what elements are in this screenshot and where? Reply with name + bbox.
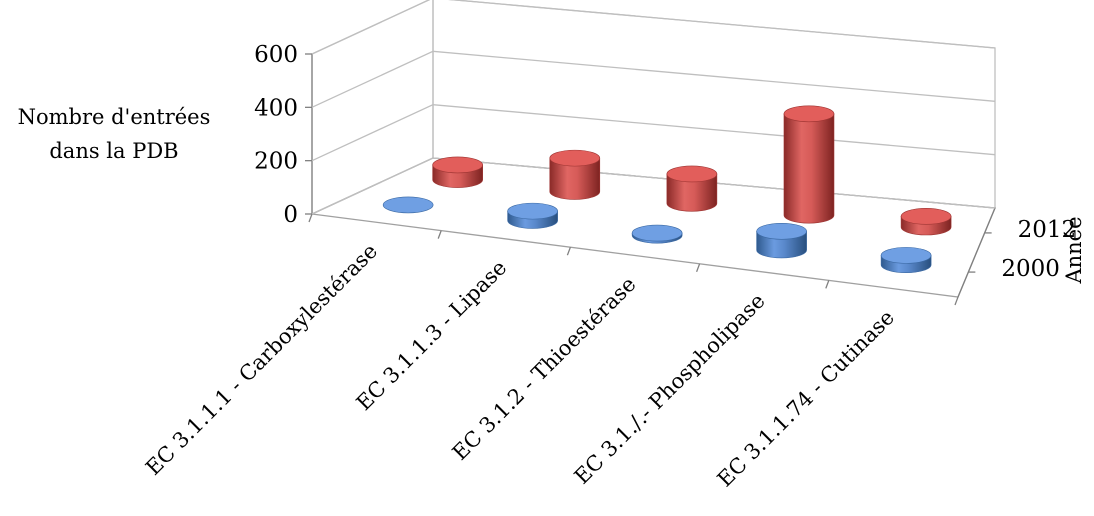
bar-2000-5 [880, 247, 932, 273]
y-tick-label-600: 600 [254, 42, 298, 68]
bar-top [666, 165, 718, 183]
bar-2012-3 [666, 165, 718, 212]
bar-top [507, 202, 558, 220]
bar-2012-1 [432, 156, 483, 188]
bar-top [783, 105, 835, 123]
y-axis-label-line-1: Nombre d'entrées [18, 105, 211, 129]
category-label-1: EC 3.1.1.1 - Carboxylestérase [141, 239, 382, 480]
x-tick-mark [954, 296, 959, 306]
bar-top [880, 247, 932, 264]
bar-2012-2 [549, 149, 601, 200]
gridline-200 [311, 104, 996, 162]
y-tick-label-0: 0 [283, 202, 298, 228]
bar-2000-4 [756, 222, 807, 259]
bar-2000-3 [631, 224, 683, 244]
series-depth-label-2000: 2000 [1001, 256, 1060, 282]
x-tick-mark [437, 230, 442, 239]
x-tick-mark [695, 263, 701, 273]
bar-top [900, 208, 952, 225]
bar-2012-4 [783, 105, 835, 224]
category-label-2: EC 3.1.1.3 - Lipase [352, 255, 512, 415]
x-tick-mark [566, 246, 572, 256]
bar-2012-5 [900, 208, 952, 236]
bar-2000-2 [507, 202, 558, 229]
bar-2000-1 [382, 196, 434, 214]
bar-body [783, 113, 835, 224]
bars [382, 105, 952, 273]
bar-top [549, 149, 601, 167]
bar-body [549, 157, 601, 200]
bar-top [382, 196, 434, 214]
series-depth-label-2012: 2012 [1018, 217, 1077, 243]
x-tick-mark [825, 280, 830, 289]
bar-top [756, 222, 807, 240]
y-tick-labels: 0 200 400 600 [254, 42, 298, 228]
y-tick-label-200: 200 [254, 149, 298, 175]
side-wall [311, 0, 434, 216]
bar-body [666, 173, 718, 212]
y-axis-label-line-2: dans la PDB [49, 139, 178, 163]
bar-top [631, 224, 683, 242]
gridline-400 [311, 50, 996, 108]
gridline-600 [311, 0, 996, 55]
x-tick-mark [308, 213, 313, 223]
depth-axis-line [957, 207, 996, 298]
bar-top [432, 156, 483, 174]
z-axis-label: Année [1062, 216, 1086, 284]
series-depth-labels: 2000 2012 [968, 217, 1076, 282]
y-tick-label-400: 400 [254, 95, 298, 121]
